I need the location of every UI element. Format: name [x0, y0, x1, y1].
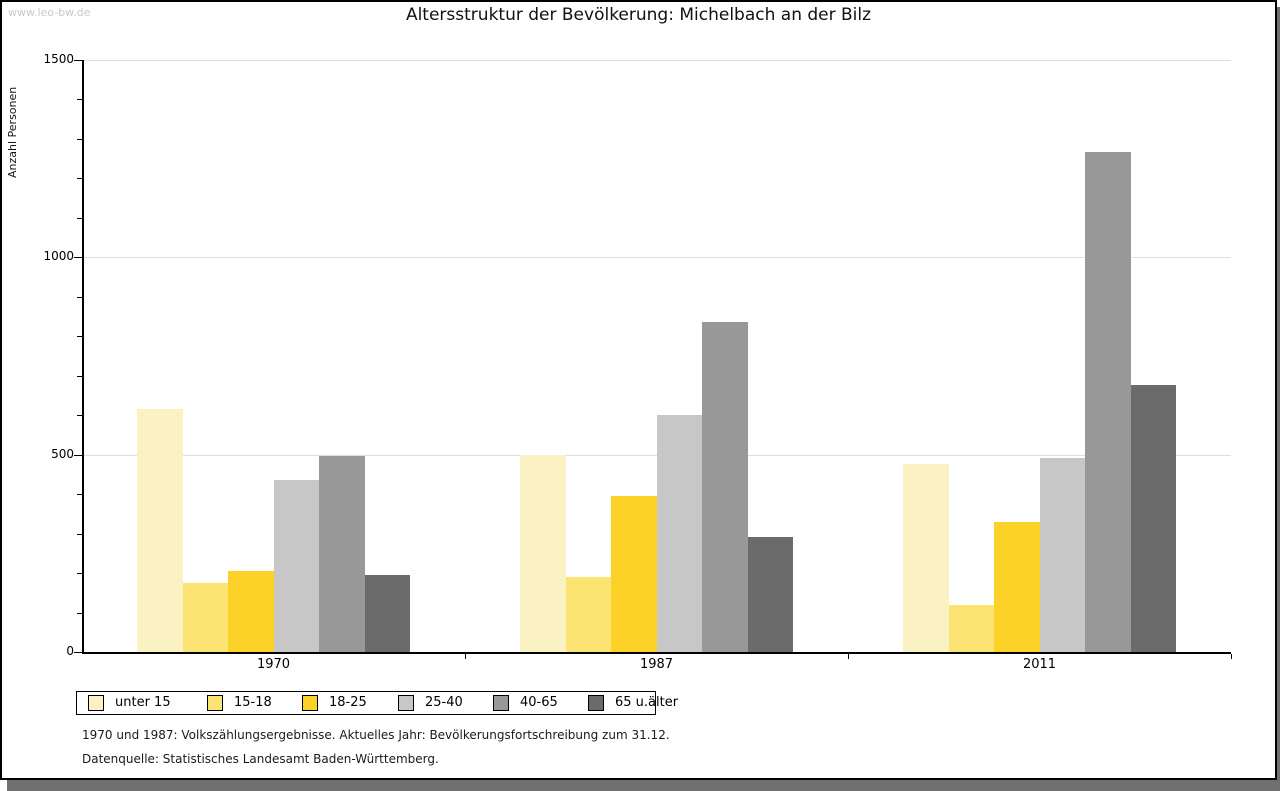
y-minor-tick — [77, 138, 82, 140]
grid-line — [83, 59, 1231, 61]
x-tick — [1231, 654, 1232, 659]
footnote-2: Datenquelle: Statistisches Landesamt Bad… — [82, 752, 439, 766]
y-minor-tick — [77, 573, 82, 574]
legend: unter 15 15-18 18-25 25-40 40-65 65 u.älter — [76, 691, 678, 715]
y-tick-label: 1000 — [43, 249, 74, 263]
legend-swatch — [398, 695, 414, 711]
legend-swatch — [302, 695, 318, 711]
bar — [228, 571, 274, 652]
bar — [994, 521, 1040, 652]
grid-line — [83, 257, 1231, 258]
bar — [137, 409, 183, 652]
bar — [903, 464, 949, 652]
legend-label: 15-18 — [234, 695, 272, 710]
bar — [747, 537, 793, 652]
footnote-1: 1970 und 1987: Volkszählungsergebnisse. … — [82, 728, 670, 742]
y-minor-tick — [77, 494, 82, 495]
bar — [520, 454, 566, 652]
y-tick-label: 500 — [51, 446, 74, 461]
y-tick-label: 1500 — [43, 51, 74, 66]
x-axis-line — [82, 652, 1231, 654]
y-minor-tick — [77, 99, 82, 100]
y-minor-tick — [77, 178, 82, 179]
x-tick — [465, 654, 466, 659]
y-tick — [74, 454, 82, 456]
bar — [273, 480, 319, 652]
y-tick — [74, 59, 82, 61]
x-tick — [848, 654, 849, 659]
legend-label: 18-25 — [329, 695, 367, 710]
y-minor-tick — [77, 533, 82, 535]
bar — [702, 322, 748, 652]
y-tick — [74, 257, 82, 258]
bar — [319, 456, 365, 652]
y-tick — [74, 652, 82, 653]
y-minor-tick — [77, 217, 82, 219]
chart-title: Altersstruktur der Bevölkerung: Michelba… — [405, 5, 872, 25]
legend-swatch — [588, 695, 604, 711]
legend-swatch — [88, 695, 104, 711]
category-label: 2011 — [1022, 657, 1057, 672]
y-minor-tick — [77, 296, 82, 298]
bar — [1130, 385, 1176, 652]
y-tick-label: 0 — [66, 644, 74, 658]
bar — [565, 576, 611, 652]
y-axis-label: Anzahl Personen — [6, 86, 19, 178]
bar — [656, 415, 702, 652]
bar — [1085, 152, 1131, 652]
bar — [1039, 458, 1085, 652]
legend-label: 65 u.älter — [615, 695, 679, 710]
legend-swatch — [207, 695, 223, 711]
y-minor-tick — [77, 375, 82, 377]
category-label: 1987 — [639, 657, 674, 672]
y-minor-tick — [77, 415, 82, 416]
legend-swatch — [493, 695, 509, 711]
bar — [364, 574, 410, 652]
legend-label: 40-65 — [520, 695, 558, 710]
bar — [182, 582, 228, 652]
y-minor-tick — [77, 336, 82, 337]
bar — [611, 495, 657, 652]
bar — [948, 604, 994, 652]
legend-label: 25-40 — [425, 695, 463, 710]
y-axis-line — [82, 59, 84, 654]
legend-label: unter 15 — [115, 695, 171, 710]
category-label: 1970 — [256, 657, 291, 672]
y-minor-tick — [77, 612, 82, 614]
watermark: www.leo-bw.de — [8, 6, 91, 19]
